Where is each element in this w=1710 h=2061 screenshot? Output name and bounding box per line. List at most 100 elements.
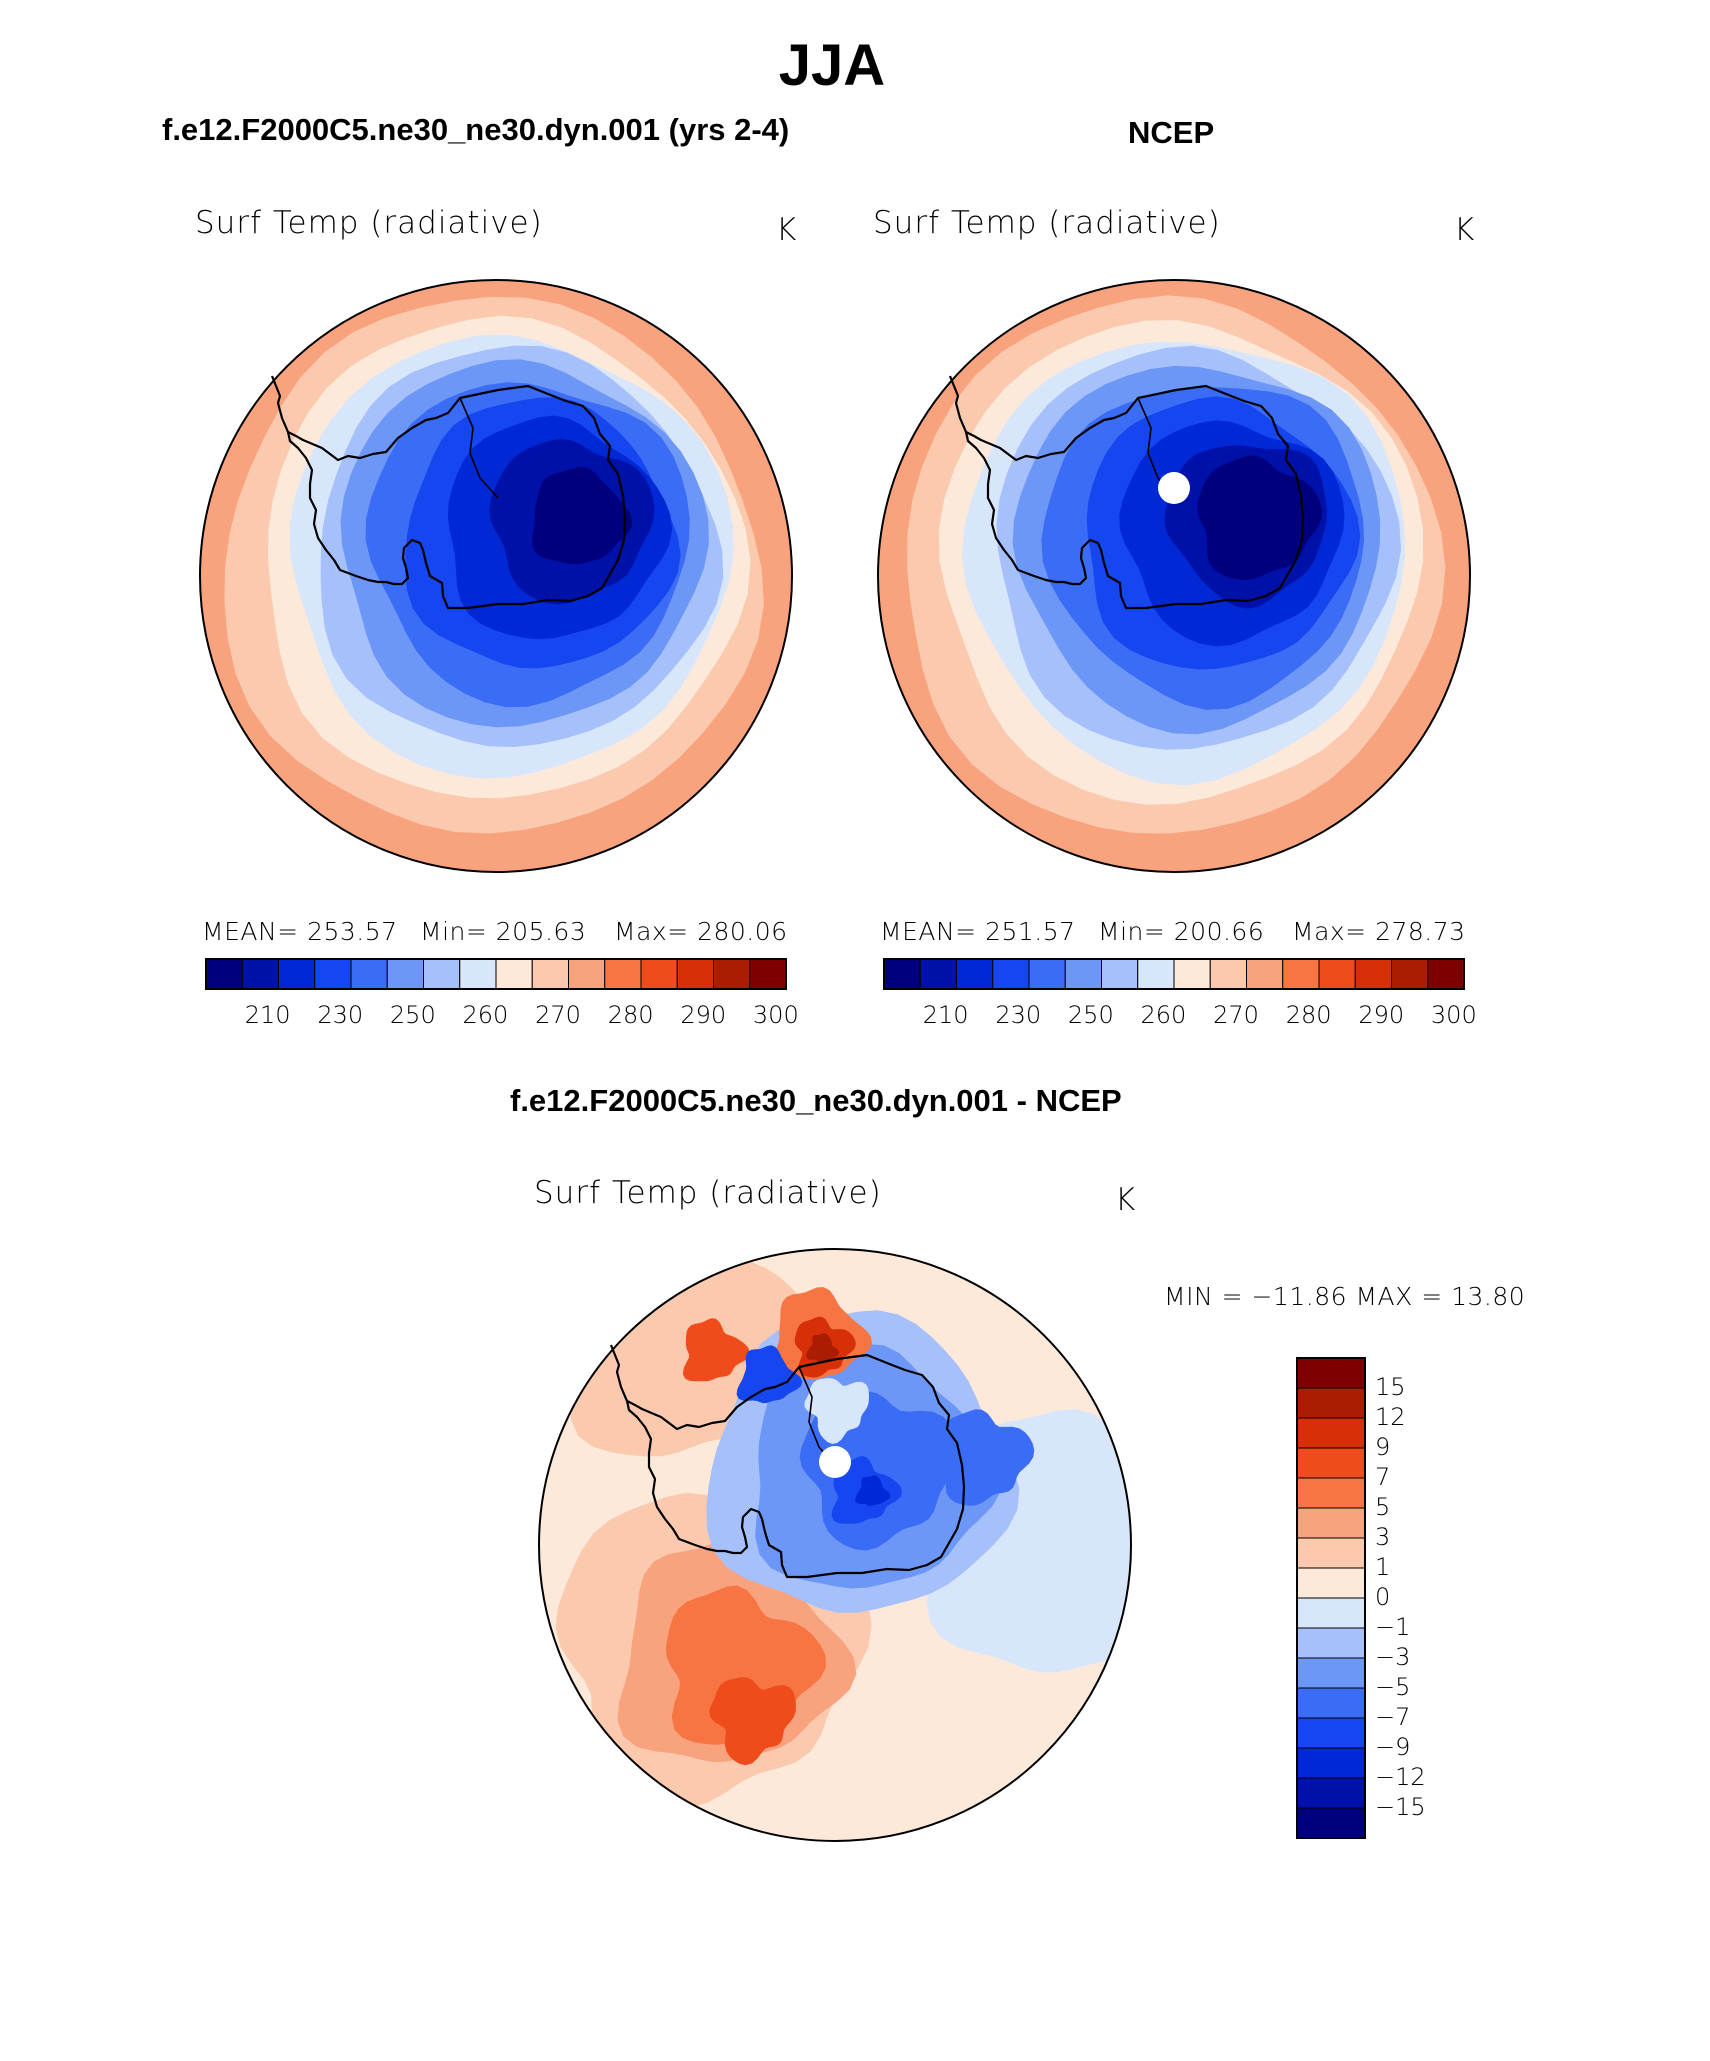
- ncep-colorbar-box-2: [956, 958, 994, 990]
- diff-band-neg9-sw: [736, 1345, 803, 1404]
- diff-colorbar-box-3: [1296, 1447, 1366, 1479]
- model-colorbar-box-5: [386, 958, 424, 990]
- ncep-band-210: [1197, 455, 1322, 580]
- model-mean-stat: MEAN= 253.57: [202, 917, 398, 946]
- diff-colorbar-tick-label: −12: [1375, 1763, 1426, 1791]
- model-colorbar-box-7: [459, 958, 497, 990]
- ncep-map-border: [877, 279, 1471, 873]
- ncep-min-stat: Min= 200.66: [1098, 917, 1265, 946]
- diff-colorbar-box-6: [1296, 1537, 1366, 1569]
- diff-colorbar-tick-label: −15: [1375, 1793, 1426, 1821]
- diff-colorbar-box-15: [1296, 1807, 1366, 1839]
- model-colorbar-tick-label: 300: [752, 1001, 799, 1029]
- diff-colorbar-tick-label: 3: [1375, 1523, 1391, 1551]
- ncep-colorbar: [883, 958, 1465, 990]
- diff-colorbar-tick-label: 0: [1375, 1583, 1391, 1611]
- diff-colorbar-box-9: [1296, 1627, 1366, 1659]
- ncep-colorbar-box-8: [1173, 958, 1211, 990]
- model-colorbar-tick-label: 250: [389, 1001, 436, 1029]
- diff-colorbar-tick-label: 15: [1375, 1373, 1406, 1401]
- diff-colorbar-tick-label: −1: [1375, 1613, 1411, 1641]
- model-colorbar-box-4: [350, 958, 388, 990]
- model-peninsula-coast: [270, 375, 290, 433]
- model-max-stat: Max= 280.06: [614, 917, 788, 946]
- model-polar-map: [199, 279, 793, 873]
- model-colorbar-box-3: [314, 958, 352, 990]
- model-colorbar-tick-label: 260: [462, 1001, 509, 1029]
- ncep-units-label: K: [1454, 212, 1476, 248]
- ncep-panel-title: NCEP: [1128, 115, 1215, 150]
- diff-colorbar-tick-label: 7: [1375, 1463, 1391, 1491]
- diff-colorbar-box-5: [1296, 1507, 1366, 1539]
- difference-minmax: MIN = −11.86 MAX = 13.80: [1164, 1282, 1526, 1311]
- diff-colorbar-box-11: [1296, 1687, 1366, 1719]
- diff-colorbar-tick-label: 9: [1375, 1433, 1391, 1461]
- diff-colorbar-box-1: [1296, 1387, 1366, 1419]
- diff-colorbar-box-13: [1296, 1747, 1366, 1779]
- diff-colorbar-tick-label: 1: [1375, 1553, 1391, 1581]
- ncep-colorbar-box-7: [1137, 958, 1175, 990]
- model-colorbar-tick-label: 270: [535, 1001, 581, 1029]
- difference-panel-title: f.e12.F2000C5.ne30_ne30.dyn.001 - NCEP: [510, 1083, 1122, 1118]
- diff-colorbar-box-10: [1296, 1657, 1366, 1689]
- diff-field: [539, 1249, 1131, 1841]
- diff-pole-hole: [819, 1446, 851, 1478]
- diff-colorbar-tick-label: −5: [1375, 1673, 1411, 1701]
- model-colorbar-box-6: [423, 958, 461, 990]
- diff-map-border: [538, 1248, 1132, 1842]
- ncep-colorbar-tick-label: 290: [1358, 1001, 1405, 1029]
- model-colorbar-box-13: [676, 958, 714, 990]
- model-colorbar-box-0: [205, 958, 243, 990]
- model-min-stat: Min= 205.63: [420, 917, 587, 946]
- ncep-colorbar-box-11: [1282, 958, 1320, 990]
- model-map-border: [199, 279, 793, 873]
- model-units-label: K: [776, 212, 798, 248]
- ncep-mean-stat: MEAN= 251.57: [880, 917, 1076, 946]
- model-colorbar-tick-label: 210: [244, 1001, 291, 1029]
- season-title: JJA: [778, 33, 886, 98]
- ncep-colorbar-box-0: [883, 958, 921, 990]
- ncep-polar-map: [877, 279, 1471, 873]
- ncep-variable-label: Surf Temp (radiative): [873, 205, 1221, 241]
- ncep-colorbar-tick-label: 270: [1213, 1001, 1259, 1029]
- diff-colorbar-tick-label: 5: [1375, 1493, 1391, 1521]
- ncep-field: [878, 280, 1470, 872]
- difference-variable-label: Surf Temp (radiative): [534, 1175, 882, 1211]
- model-antarctica-coast: [286, 384, 627, 610]
- ncep-colorbar-tick-label: 210: [922, 1001, 969, 1029]
- diff-colorbar-box-0: [1296, 1357, 1366, 1389]
- model-colorbar-box-2: [278, 958, 316, 990]
- model-colorbar-box-15: [749, 958, 787, 990]
- diff-band-pos7-west: [709, 1677, 796, 1766]
- model-colorbar-box-10: [568, 958, 606, 990]
- ncep-peninsula-coast: [948, 375, 968, 433]
- model-variable-label: Surf Temp (radiative): [195, 205, 543, 241]
- diff-band-pos12-north: [806, 1333, 840, 1363]
- model-colorbar-tick-label: 290: [680, 1001, 727, 1029]
- diff-colorbar-tick-label: −9: [1375, 1733, 1411, 1761]
- diff-peninsula-coast: [609, 1344, 629, 1402]
- model-colorbar-box-14: [713, 958, 751, 990]
- model-panel-title: f.e12.F2000C5.ne30_ne30.dyn.001 (yrs 2-4…: [162, 112, 790, 147]
- model-colorbar-tick-label: 230: [317, 1001, 364, 1029]
- diff-antarctica-coast: [625, 1353, 966, 1579]
- diff-band-neg1-pole: [804, 1378, 869, 1444]
- diff-colorbar-box-8: [1296, 1597, 1366, 1629]
- diff-band-neg7-east: [937, 1409, 1035, 1506]
- model-colorbar-box-11: [604, 958, 642, 990]
- model-colorbar-box-8: [495, 958, 533, 990]
- ncep-colorbar-box-3: [992, 958, 1030, 990]
- ncep-colorbar-box-5: [1064, 958, 1102, 990]
- diff-colorbar-frame: [1296, 1357, 1366, 1839]
- ncep-pole-hole: [1158, 472, 1190, 504]
- ncep-max-stat: Max= 278.73: [1292, 917, 1466, 946]
- difference-colorbar: [1296, 1357, 1366, 1839]
- ncep-colorbar-tick-label: 280: [1285, 1001, 1332, 1029]
- ncep-colorbar-box-4: [1028, 958, 1066, 990]
- ncep-colorbar-box-12: [1318, 958, 1356, 990]
- model-band-210: [532, 467, 633, 565]
- ncep-colorbar-box-14: [1391, 958, 1429, 990]
- diff-colorbar-box-4: [1296, 1477, 1366, 1509]
- diff-colorbar-box-12: [1296, 1717, 1366, 1749]
- ncep-colorbar-tick-label: 260: [1140, 1001, 1187, 1029]
